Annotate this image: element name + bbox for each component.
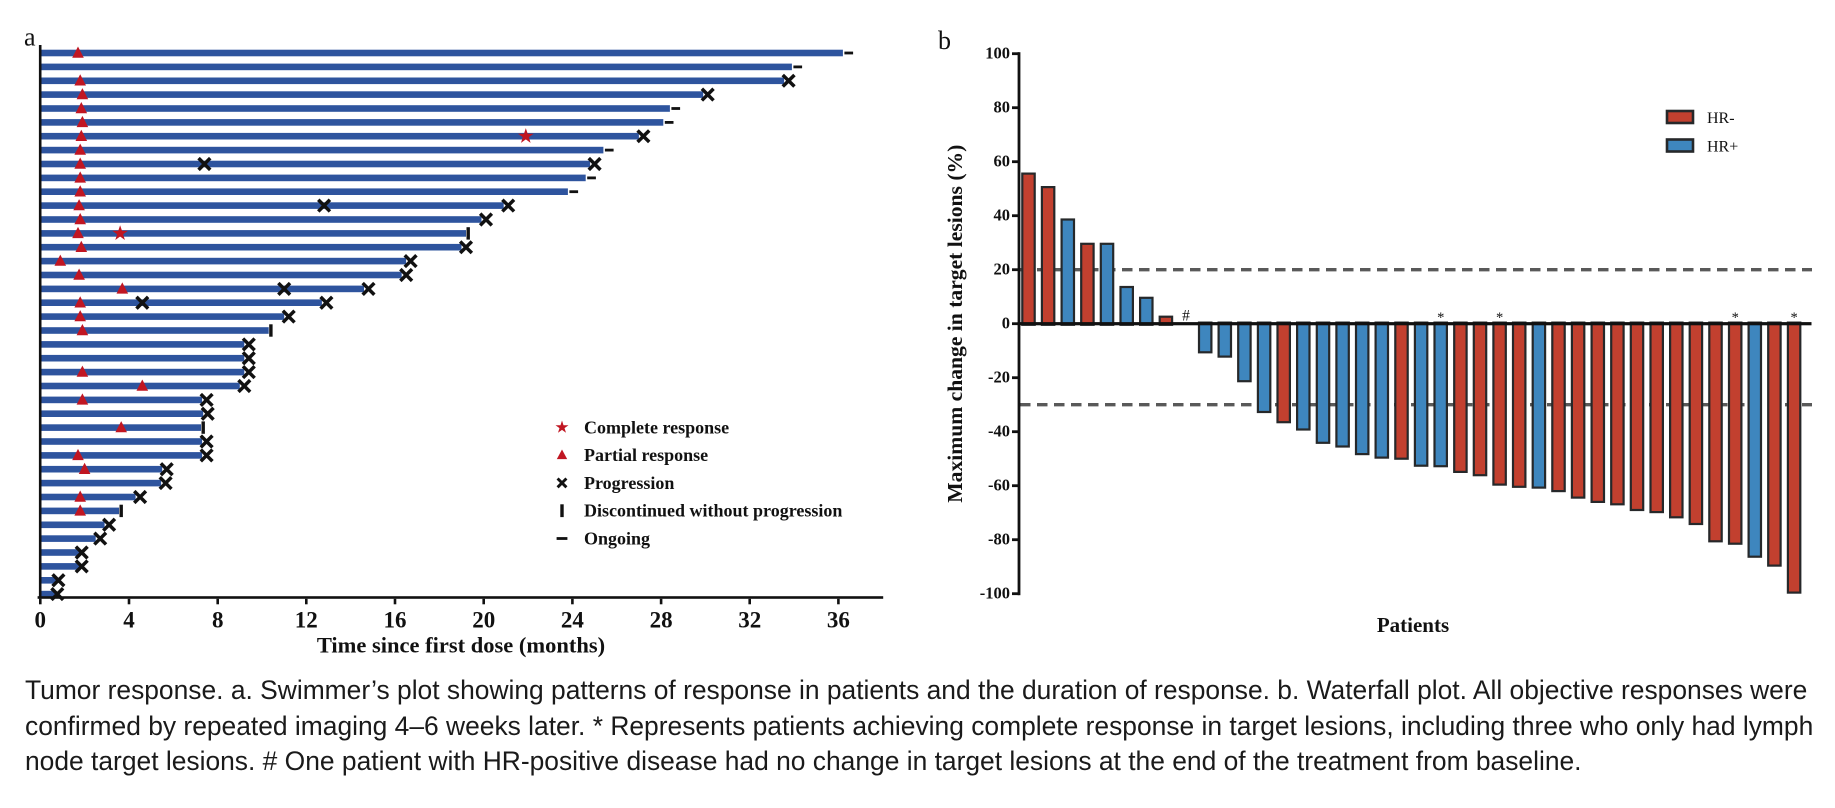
svg-text:0: 0 (1002, 314, 1010, 333)
svg-text:#: # (1182, 308, 1190, 325)
svg-text:*: * (1496, 310, 1503, 326)
svg-text:*: * (1437, 310, 1444, 326)
svg-text:HR+: HR+ (1707, 139, 1738, 156)
svg-text:Maximum change in target lesio: Maximum change in target lesions (%) (943, 145, 967, 503)
svg-text:-40: -40 (988, 422, 1010, 441)
svg-text:20: 20 (472, 608, 495, 633)
svg-text:20: 20 (994, 260, 1011, 279)
svg-text:Patients: Patients (1377, 613, 1449, 637)
svg-text:HR-: HR- (1707, 110, 1735, 127)
svg-text:100: 100 (985, 44, 1010, 63)
svg-text:Ongoing: Ongoing (584, 529, 650, 549)
svg-text:8: 8 (212, 608, 224, 633)
svg-text:-80: -80 (988, 530, 1010, 549)
svg-text:28: 28 (650, 608, 673, 633)
svg-text:*: * (1732, 310, 1739, 326)
svg-text:-100: -100 (980, 584, 1010, 603)
svg-text:4: 4 (123, 608, 135, 633)
svg-text:32: 32 (738, 608, 761, 633)
svg-text:60: 60 (994, 152, 1011, 171)
svg-text:-60: -60 (988, 476, 1010, 495)
svg-text:12: 12 (295, 608, 318, 633)
svg-text:Complete response: Complete response (584, 417, 729, 437)
svg-text:80: 80 (994, 98, 1011, 117)
svg-text:Discontinued without progressi: Discontinued without progression (584, 501, 842, 521)
svg-text:Time since first dose (months): Time since first dose (months) (317, 633, 605, 658)
svg-text:16: 16 (384, 608, 407, 633)
svg-text:Partial response: Partial response (584, 445, 708, 465)
svg-text:40: 40 (994, 206, 1011, 225)
svg-text:Progression: Progression (584, 473, 674, 493)
svg-text:0: 0 (35, 608, 47, 633)
svg-text:36: 36 (827, 608, 850, 633)
svg-text:a: a (24, 23, 36, 52)
svg-text:24: 24 (561, 608, 585, 633)
svg-text:-20: -20 (988, 368, 1010, 387)
svg-text:b: b (938, 26, 951, 55)
svg-text:*: * (1790, 310, 1797, 326)
